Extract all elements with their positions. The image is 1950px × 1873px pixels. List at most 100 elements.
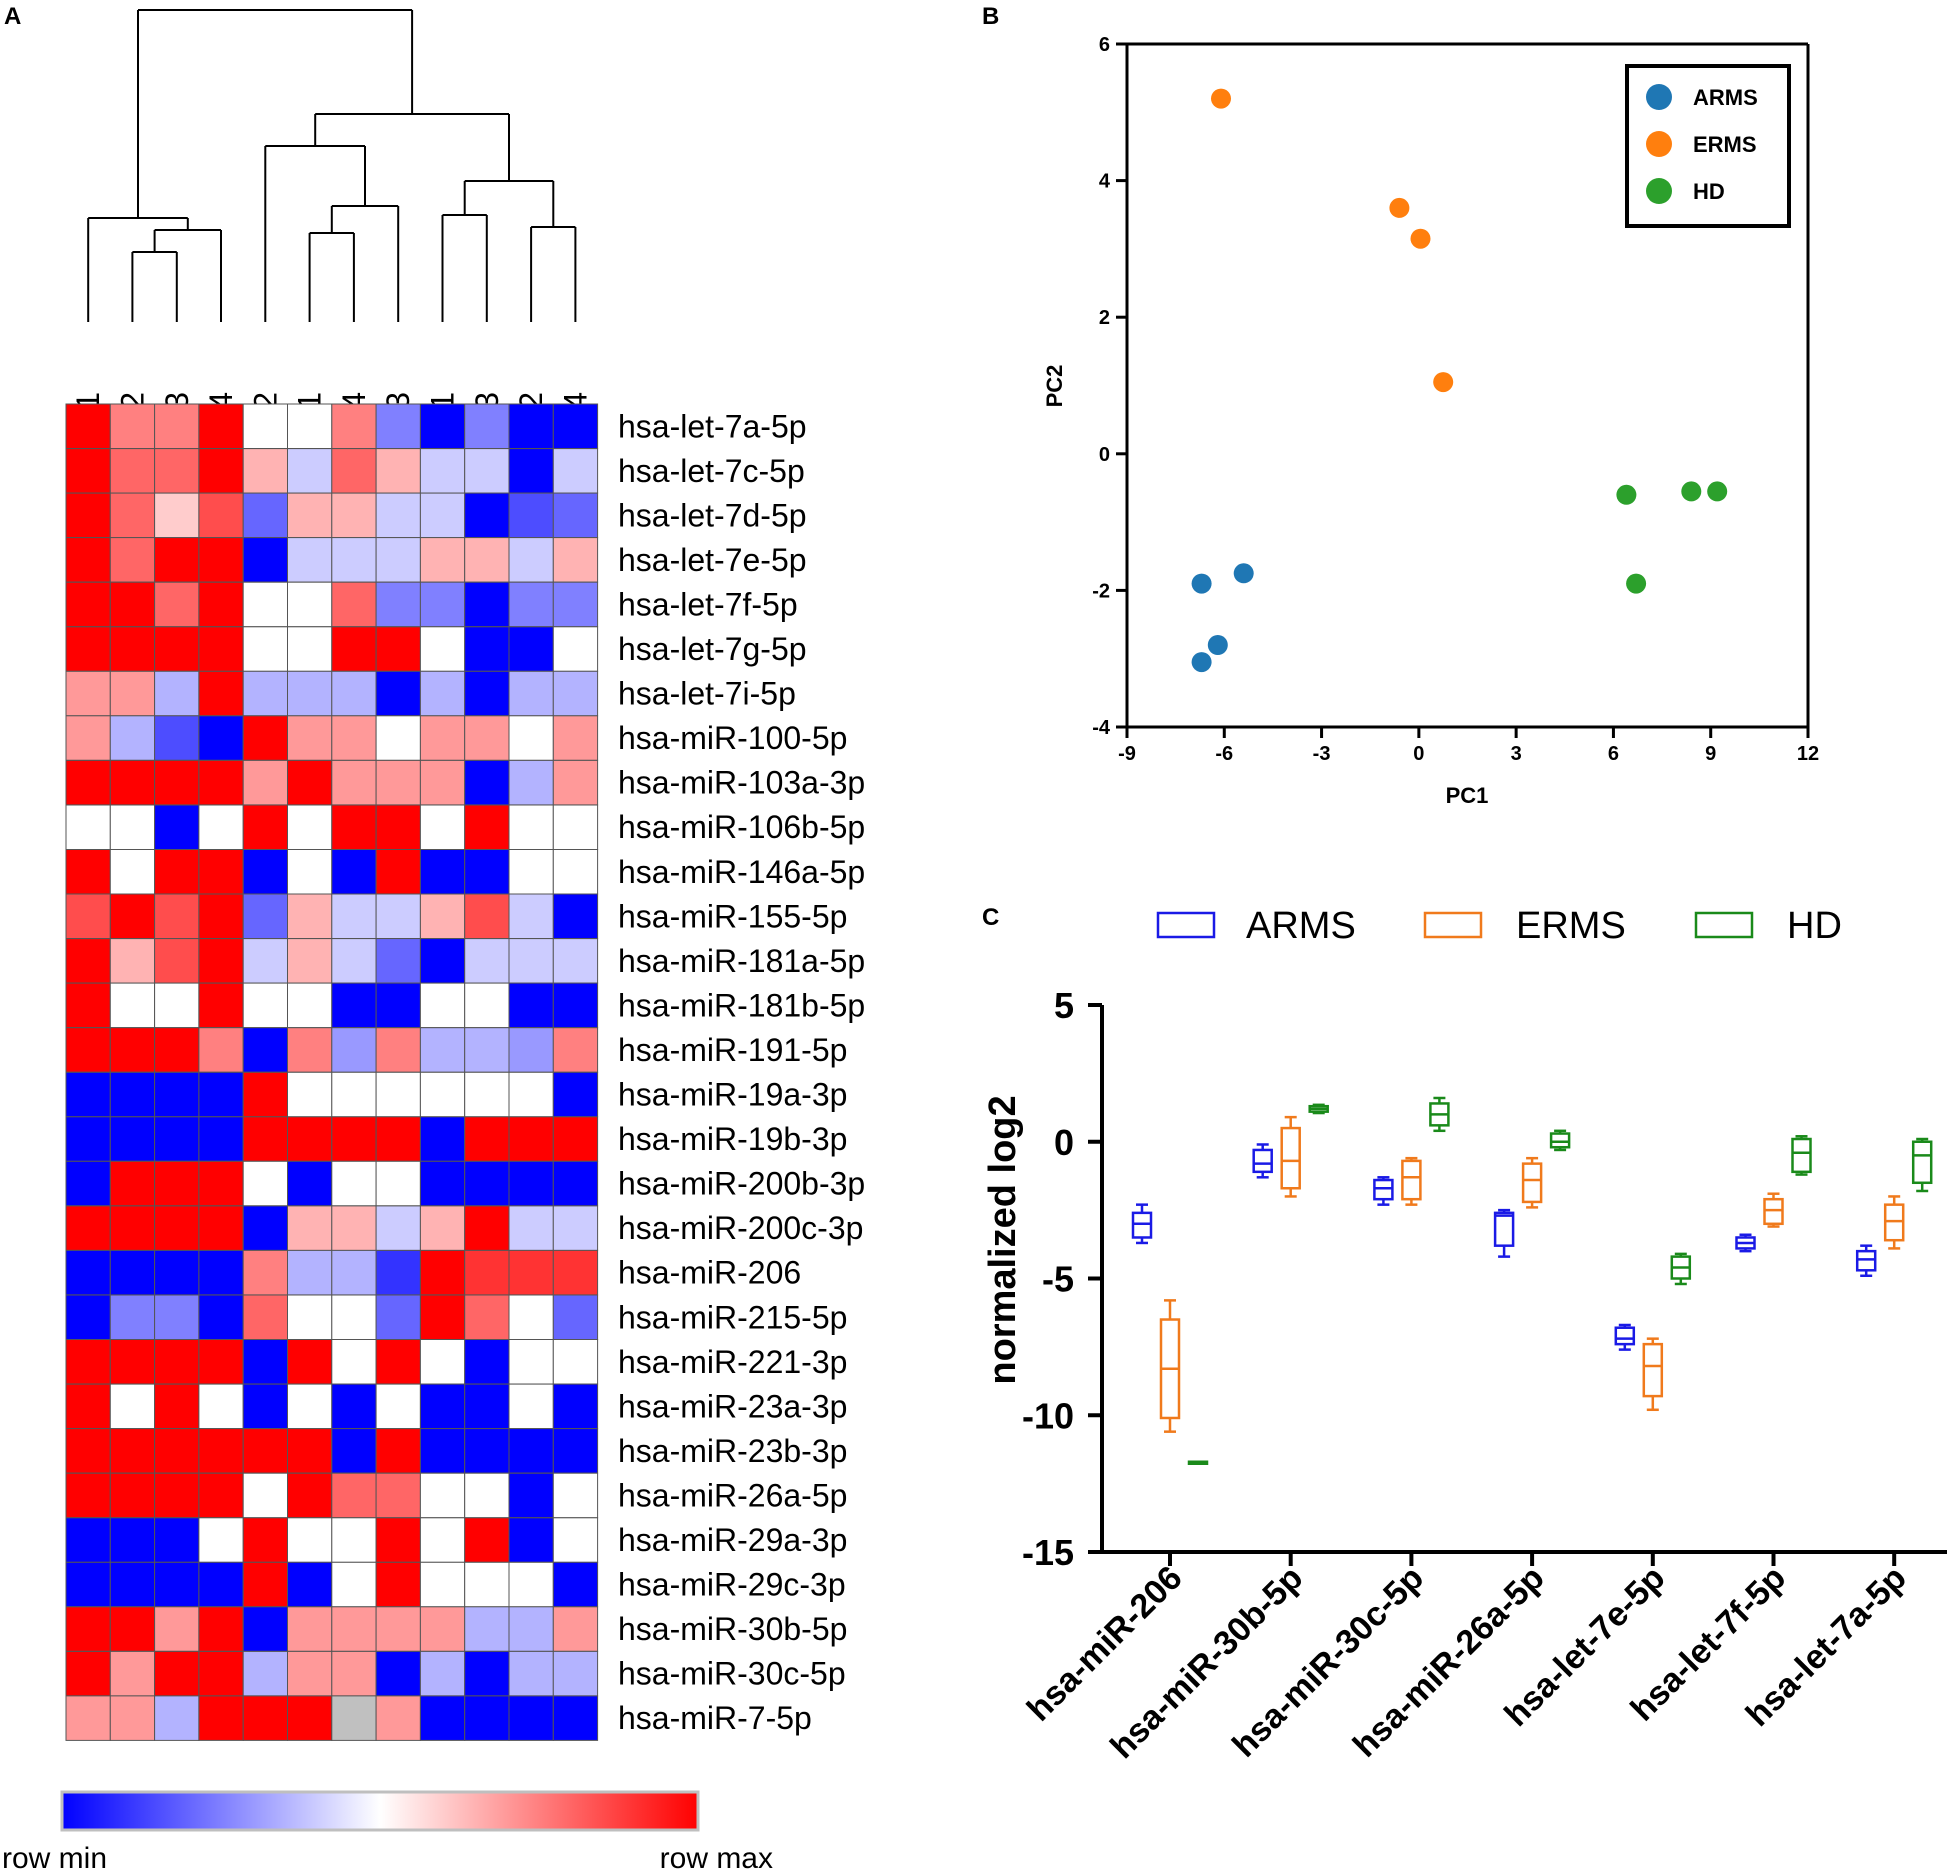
heatmap-cell (109, 893, 156, 939)
heatmap-cell (375, 1472, 421, 1519)
legend-marker-hd (1646, 178, 1672, 204)
heatmap-row-label: hsa-miR-23a-3p (618, 1388, 847, 1424)
heatmap-cell (508, 1160, 554, 1207)
heatmap-cell (464, 1160, 510, 1207)
heatmap-row-label: hsa-let-7a-5p (618, 408, 807, 444)
heatmap-cell (508, 1650, 554, 1697)
heatmap-cell (242, 1561, 288, 1608)
pca-scatter-panel: -9 -6 -3 0 3 6 9 12 -4 -2 0 2 4 6 PC1 PC2 ARMS ERMS H… (1042, 34, 1819, 808)
heatmap-cell (331, 715, 377, 761)
heatmap-cell (109, 1606, 156, 1652)
pca-points (1191, 88, 1728, 673)
boxplot-y-tick-label: -10 (1022, 1395, 1074, 1436)
heatmap-cell (65, 1116, 111, 1162)
heatmap-cell (552, 1561, 599, 1608)
pca-ticks: -9 -6 -3 0 3 6 9 12 -4 -2 0 2 4 6 (1092, 34, 1819, 765)
heatmap-cell (109, 1561, 156, 1608)
heatmap-cell (109, 938, 156, 984)
heatmap-cell (198, 1249, 244, 1296)
heatmap-cell (552, 1294, 599, 1340)
heatmap-cell (419, 537, 466, 583)
box-body (1373, 1178, 1394, 1201)
heatmap-cell (331, 893, 377, 939)
heatmap-cell (198, 1428, 244, 1474)
pca-point-erms (1389, 197, 1410, 218)
heatmap-cell (375, 1428, 421, 1474)
heatmap-cell (464, 1428, 510, 1474)
heatmap-row-label: hsa-miR-29c-3p (618, 1567, 846, 1603)
heatmap-cell (287, 537, 333, 583)
heatmap-cell (242, 938, 288, 984)
heatmap-cell (419, 1116, 466, 1162)
heatmap-cell (242, 893, 288, 939)
heatmap-cell (552, 982, 599, 1029)
legend-marker-arms (1646, 84, 1672, 110)
heatmap-cell (419, 1383, 466, 1430)
heatmap-cell (464, 1294, 510, 1340)
heatmap-cell (242, 1160, 288, 1207)
heatmap-cells (65, 403, 599, 1741)
heatmap-cell (287, 1695, 333, 1741)
heatmap-cell (331, 403, 377, 449)
pca-point-hd (1681, 481, 1702, 502)
heatmap-cell (65, 938, 111, 984)
heatmap-cell (552, 448, 599, 494)
heatmap-cell (508, 715, 554, 761)
boxplot-legend-hd: HD (1787, 905, 1842, 947)
heatmap-cell (154, 448, 200, 494)
legend-marker-erms (1646, 131, 1672, 157)
legend-swatch-arms (1156, 911, 1216, 939)
heatmap-cell (154, 1383, 200, 1430)
heatmap-cell (419, 492, 466, 539)
heatmap-cell (287, 492, 333, 539)
heatmap-cell (109, 1160, 156, 1207)
heatmap-cell (198, 1383, 244, 1430)
heatmap-cell (552, 804, 599, 850)
heatmap-cell (331, 1650, 377, 1697)
heatmap-cell (375, 1071, 421, 1118)
heatmap-cell (242, 982, 288, 1029)
heatmap-cell (464, 1606, 510, 1652)
heatmap-cell (287, 715, 333, 761)
heatmap-cell (419, 1027, 466, 1073)
heatmap-cell (464, 715, 510, 761)
heatmap-cell (464, 448, 510, 494)
panel-c-letter: C (982, 904, 999, 931)
heatmap-cell (375, 1650, 421, 1697)
heatmap-row-label: hsa-miR-23b-3p (618, 1433, 847, 1469)
heatmap-cell (242, 1249, 288, 1296)
heatmap-cell (198, 715, 244, 761)
heatmap-cell (375, 1695, 421, 1741)
heatmap-cell (65, 403, 111, 449)
heatmap-cell (419, 1160, 466, 1207)
heatmap-cell (375, 1339, 421, 1385)
pca-x-tick-label: -9 (1118, 743, 1136, 765)
heatmap-cell (154, 804, 200, 850)
heatmap-cell (331, 1561, 377, 1608)
heatmap-cell (287, 938, 333, 984)
heatmap-cell (154, 1517, 200, 1563)
heatmap-cell (331, 1606, 377, 1652)
heatmap-cell (109, 982, 156, 1029)
heatmap-cell (154, 1428, 200, 1474)
heatmap-cell (65, 1027, 111, 1073)
heatmap-cell (109, 448, 156, 494)
legend-swatch-erms (1423, 911, 1483, 939)
pca-point-erms (1433, 372, 1454, 393)
heatmap-cell (198, 670, 244, 717)
heatmap-cell (419, 759, 466, 806)
heatmap-cell (419, 448, 466, 494)
heatmap-cell (375, 1606, 421, 1652)
heatmap-cell (198, 1160, 244, 1207)
pca-x-tick-label: 6 (1608, 743, 1619, 765)
heatmap-cell (331, 1294, 377, 1340)
heatmap-cell (552, 1160, 599, 1207)
heatmap-cell (242, 1071, 288, 1118)
heatmap-cell (287, 849, 333, 895)
heatmap-cell (375, 982, 421, 1029)
heatmap-cell (508, 403, 554, 449)
heatmap-cell (464, 537, 510, 583)
heatmap-cell (508, 1205, 554, 1251)
heatmap-cell (552, 1606, 599, 1652)
